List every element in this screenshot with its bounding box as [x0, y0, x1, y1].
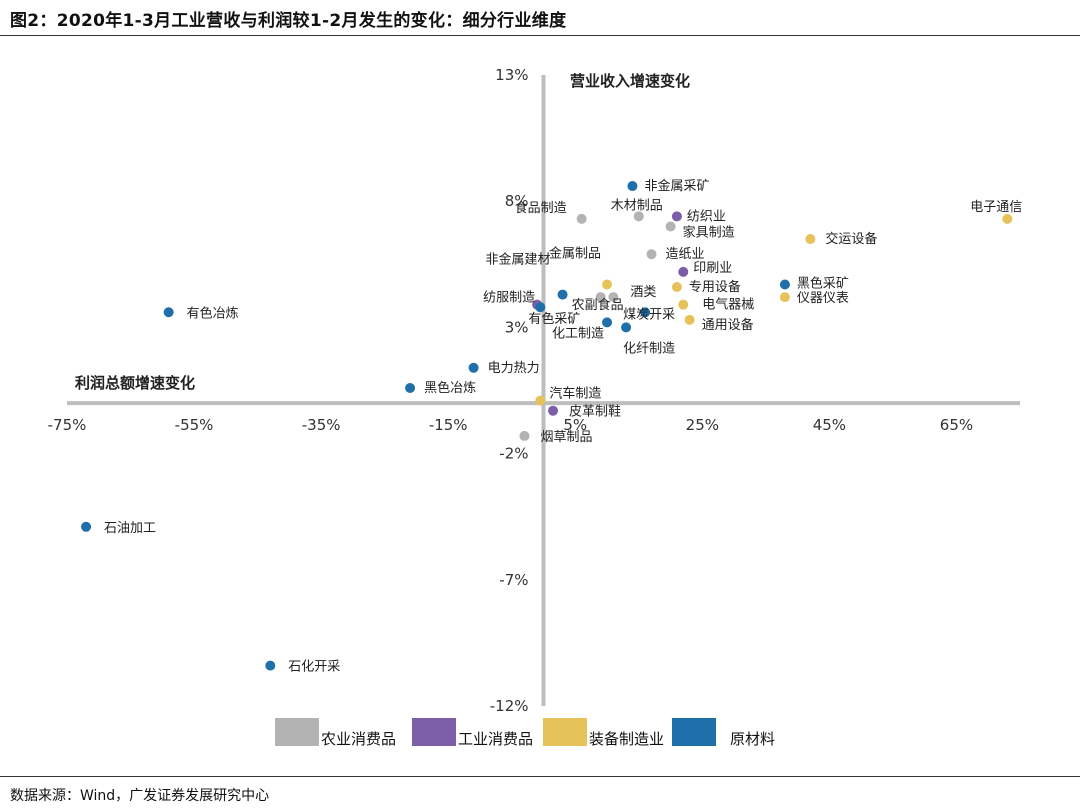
figure-title: 图2：2020年1-3月工业营收与利润较1-2月发生的变化：细分行业维度 [10, 11, 567, 31]
point-label: 电力热力 [488, 361, 540, 376]
point-label: 农副食品 [572, 297, 624, 313]
source-rule [0, 776, 1080, 777]
point-label: 通用设备 [702, 317, 754, 333]
point-label: 电子通信 [970, 200, 1022, 215]
data-point [602, 279, 613, 290]
x-tick-label: 5% [563, 416, 587, 434]
point-label: 烟草制品 [540, 430, 592, 445]
x-axis-title: 利润总额增速变化 [75, 374, 195, 392]
x-tick-label: 45% [813, 416, 846, 434]
legend-label: 工业消费品 [458, 730, 533, 748]
legend-swatch [672, 718, 716, 746]
x-tick-label: -15% [429, 416, 468, 434]
data-point [640, 307, 651, 318]
data-point [548, 405, 559, 416]
data-point [535, 395, 546, 406]
data-point [633, 211, 644, 222]
point-label: 黑色采矿 [797, 275, 849, 291]
y-tick-label: -7% [499, 571, 528, 589]
point-label: 皮革制鞋 [569, 404, 621, 420]
scatter-chart: -75% -55% -35% -15% 5% 25% 45% 65% 13% 8% 3% -2% -7%… [48, 66, 1023, 748]
point-label: 化工制造 [552, 326, 604, 341]
x-tick-label: -75% [48, 416, 87, 434]
data-point [405, 382, 416, 393]
point-label: 食品制造 [515, 200, 567, 216]
data-point [621, 322, 632, 333]
point-label: 交运设备 [825, 231, 877, 247]
data-point [779, 292, 790, 303]
data-point [1002, 213, 1013, 224]
data-point [678, 266, 689, 277]
legend-label: 装备制造业 [589, 730, 664, 748]
data-point [595, 292, 606, 303]
data-point [627, 181, 638, 192]
data-point [671, 211, 682, 222]
point-label: 仪器仪表 [797, 291, 849, 306]
point-label: 非金属采矿 [644, 178, 709, 194]
data-point [678, 299, 689, 310]
axes [67, 75, 1020, 706]
point-label: 专用设备 [689, 279, 741, 295]
point-label: 木材制品 [611, 198, 663, 213]
data-point [576, 213, 587, 224]
data-point [779, 279, 790, 290]
y-tick-label: -2% [499, 445, 528, 463]
point-label: 酒类 [630, 285, 656, 300]
point-label: 煤炭开采 [623, 307, 675, 322]
point-label: 非金属建材 [486, 252, 551, 268]
legend-swatch [543, 718, 587, 746]
x-tick-label: -35% [302, 416, 341, 434]
point-label: 有色采矿 [528, 311, 580, 327]
x-tick-label: 25% [686, 416, 719, 434]
legend-swatch [412, 718, 456, 746]
point-label: 纺服制造 [483, 291, 535, 306]
point-label: 石油加工 [104, 521, 156, 536]
x-tick-label: -55% [175, 416, 214, 434]
data-point [602, 317, 613, 328]
y-axis-title: 营业收入增速变化 [570, 72, 690, 90]
point-label: 金属制品 [549, 245, 601, 261]
x-tick-label: 65% [940, 416, 973, 434]
data-point [163, 307, 174, 318]
y-tick-label: 8% [505, 192, 529, 210]
data-point [665, 221, 676, 232]
point-label: 纺织业 [687, 209, 726, 224]
legend: 农业消费品 工业消费品 装备制造业 原材料 [275, 718, 775, 748]
point-label: 化纤制造 [623, 341, 675, 356]
title-rule [0, 35, 1080, 36]
data-point [608, 292, 619, 303]
point-label: 黑色冶炼 [424, 380, 476, 396]
legend-swatch [275, 718, 319, 746]
data-point [265, 660, 276, 671]
source-note: 数据来源：Wind，广发证券发展研究中心 [10, 788, 270, 804]
y-tick-label: 13% [495, 66, 528, 84]
data-point [684, 314, 695, 325]
legend-label: 农业消费品 [321, 730, 396, 748]
data-point [671, 282, 682, 293]
point-label: 有色冶炼 [187, 305, 239, 321]
data-point [805, 234, 816, 245]
data-point [557, 289, 568, 300]
data-point [646, 249, 657, 260]
y-tick-label: -12% [490, 697, 529, 715]
point-label: 汽车制造 [549, 386, 601, 402]
data-point [468, 362, 479, 373]
y-tick-label: 3% [505, 318, 529, 336]
point-label: 家具制造 [683, 224, 735, 240]
point-label: 造纸业 [666, 247, 705, 262]
data-points [81, 181, 1013, 671]
tick-labels: -75% -55% -35% -15% 5% 25% 45% 65% 13% 8% 3% -2% -7%… [48, 66, 974, 715]
point-label: 印刷业 [693, 261, 732, 276]
legend-label: 原材料 [730, 730, 775, 748]
data-point [519, 430, 530, 441]
data-point [535, 302, 546, 313]
data-point [81, 521, 92, 532]
point-label: 石化开采 [288, 660, 340, 675]
point-label: 电气器械 [702, 297, 754, 313]
